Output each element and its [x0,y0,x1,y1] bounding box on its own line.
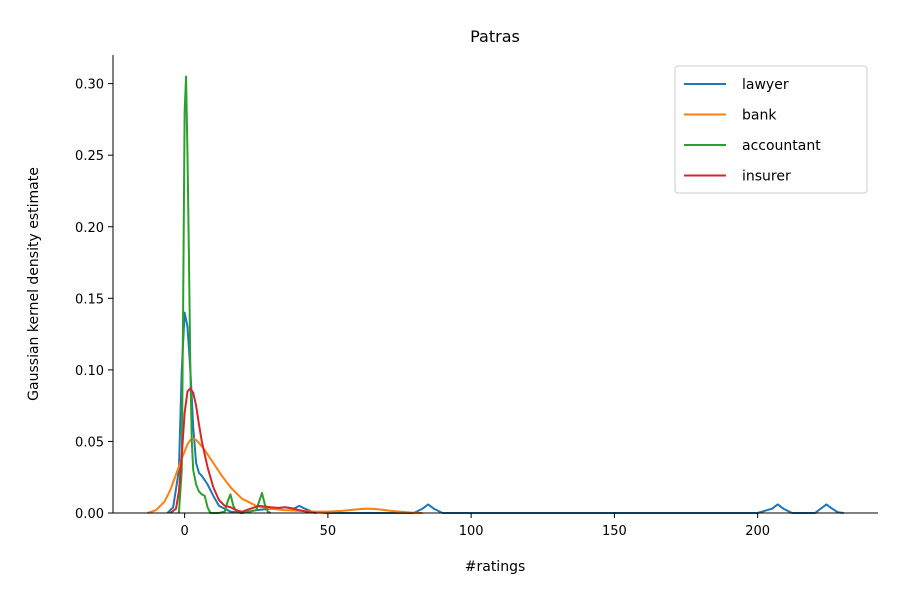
y-axis-label: Gaussian kernel density estimate [26,167,42,401]
x-axis-label: #ratings [465,559,526,575]
series-line-accountant [177,75,272,514]
x-tick-label: 50 [320,524,337,539]
y-ticks: 0.00 0.05 0.10 0.15 0.20 0.25 0.30 [75,78,113,522]
y-tick-label: 0.20 [75,221,104,236]
plot-area [147,75,844,514]
y-tick-label: 0.25 [75,149,104,164]
y-tick-label: 0.15 [75,292,104,307]
legend: lawyer bank accountant insurer [674,65,868,194]
legend-box [674,65,868,194]
legend-label-accountant: accountant [742,138,821,154]
legend-label-lawyer: lawyer [742,77,789,93]
x-tick-label: 150 [602,524,627,539]
y-tick-label: 0.05 [75,435,104,450]
series-line-insurer [169,387,317,514]
x-tick-label: 200 [745,524,770,539]
series-line-bank [147,437,423,514]
y-tick-label: 0.10 [75,364,104,379]
x-tick-label: 0 [180,524,188,539]
x-ticks: 0 50 100 150 200 [180,513,770,539]
chart-title: Patras [470,27,520,46]
series-line-lawyer [166,311,844,514]
y-tick-label: 0.30 [75,78,104,93]
y-tick-label: 0.00 [75,507,104,522]
x-tick-label: 100 [459,524,484,539]
legend-label-insurer: insurer [742,169,791,185]
legend-label-bank: bank [742,108,777,124]
